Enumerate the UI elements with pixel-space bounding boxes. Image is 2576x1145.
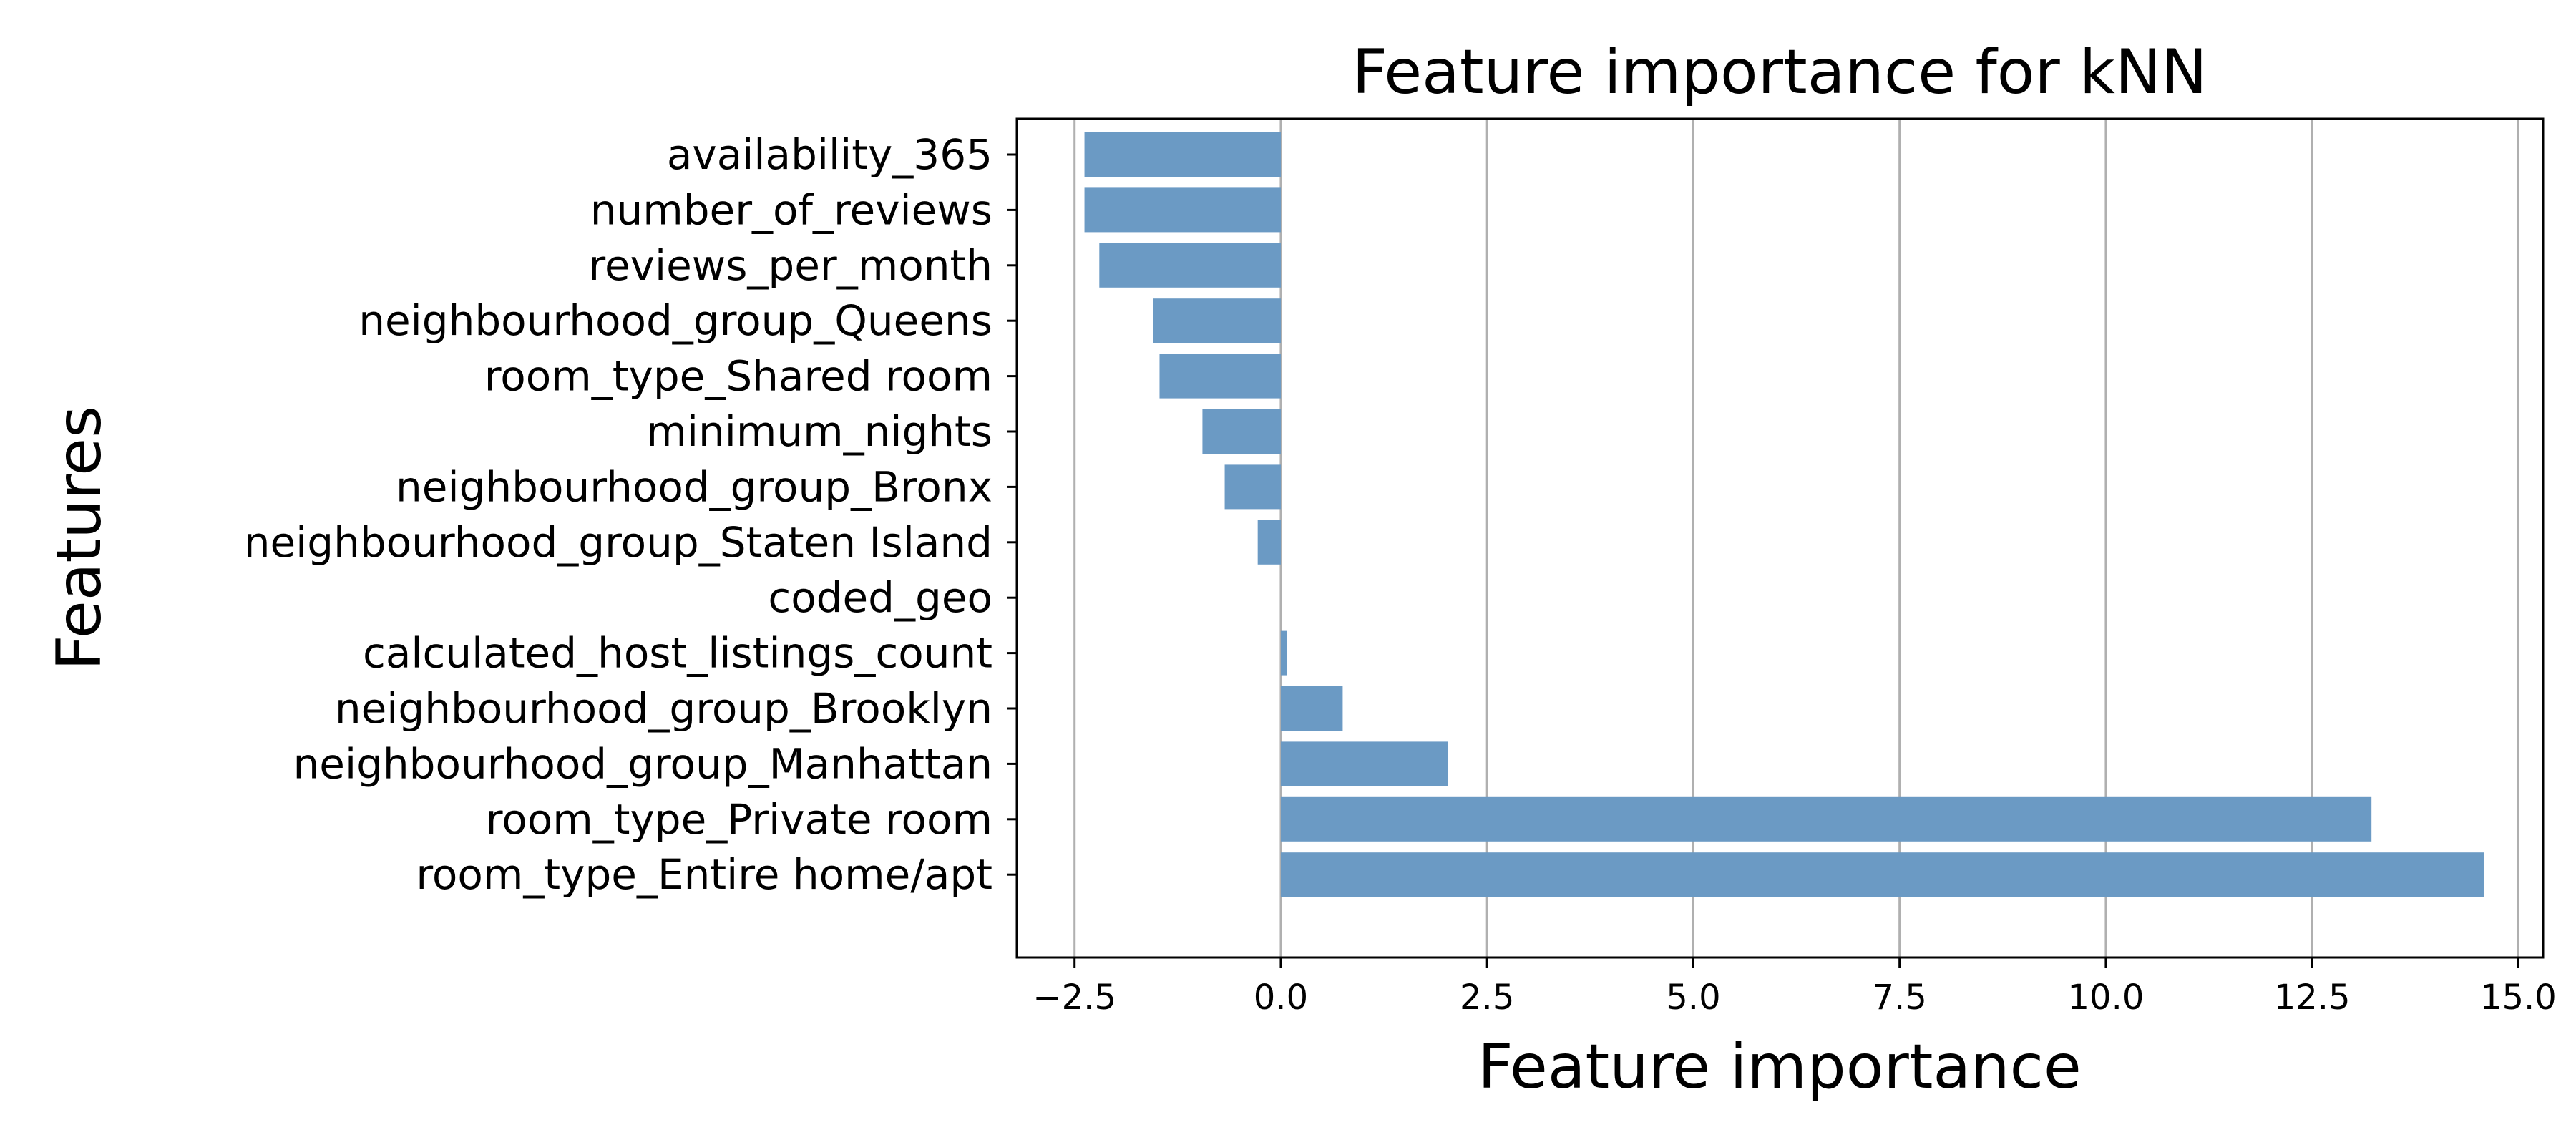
- x-tick-label: 5.0: [1666, 978, 1720, 1018]
- y-tick-label: room_type_Entire home/apt: [416, 850, 992, 899]
- x-tick-label: 10.0: [2067, 978, 2144, 1018]
- x-tick-label: 12.5: [2274, 978, 2351, 1018]
- x-tick-label: −2.5: [1033, 978, 1116, 1018]
- x-tick-label: 7.5: [1873, 978, 1927, 1018]
- x-tick-label: 15.0: [2480, 978, 2557, 1018]
- y-axis-label: Features: [44, 406, 115, 671]
- chart-title: Feature importance for kNN: [1352, 36, 2207, 108]
- x-axis-ticks: −2.5 0.0 2.5 5.0 7.5 10.0 12.5 15.0: [1033, 958, 2557, 1018]
- bar: [1224, 464, 1281, 510]
- y-tick-label: neighbourhood_group_Manhattan: [293, 739, 992, 788]
- y-tick-label: neighbourhood_group_Bronx: [396, 462, 992, 511]
- bar: [1159, 354, 1281, 399]
- bars: [1084, 132, 2484, 897]
- y-tick-label: neighbourhood_group_Staten Island: [244, 518, 992, 567]
- bar: [1099, 243, 1281, 288]
- y-tick-label: reviews_per_month: [588, 241, 992, 290]
- y-tick-label: neighbourhood_group_Brooklyn: [335, 684, 992, 733]
- bar: [1084, 187, 1281, 233]
- y-tick-label: calculated_host_listings_count: [363, 629, 992, 678]
- x-axis-label: Feature importance: [1478, 1031, 2082, 1103]
- bar: [1280, 630, 1287, 676]
- bar: [1153, 298, 1281, 344]
- bar: [1280, 741, 1449, 786]
- y-tick-label: room_type_Private room: [486, 795, 992, 844]
- y-tick-label: number_of_reviews: [590, 185, 992, 234]
- x-tick-label: 2.5: [1460, 978, 1514, 1018]
- bar: [1280, 852, 2484, 897]
- bar: [1280, 686, 1343, 731]
- y-tick-label: availability_365: [667, 130, 992, 179]
- bar: [1280, 796, 2372, 842]
- x-tick-label: 0.0: [1254, 978, 1308, 1018]
- y-tick-label: room_type_Shared room: [484, 352, 992, 401]
- y-tick-label: coded_geo: [768, 573, 992, 622]
- y-tick-label: minimum_nights: [646, 407, 992, 456]
- y-axis-ticks: availability_365 number_of_reviewsreviews…: [244, 130, 1017, 899]
- plot-frame: [1015, 117, 2545, 959]
- bar: [1084, 132, 1281, 177]
- y-tick-label: neighbourhood_group_Queens: [358, 296, 992, 345]
- bar: [1257, 520, 1281, 565]
- bar: [1202, 409, 1281, 454]
